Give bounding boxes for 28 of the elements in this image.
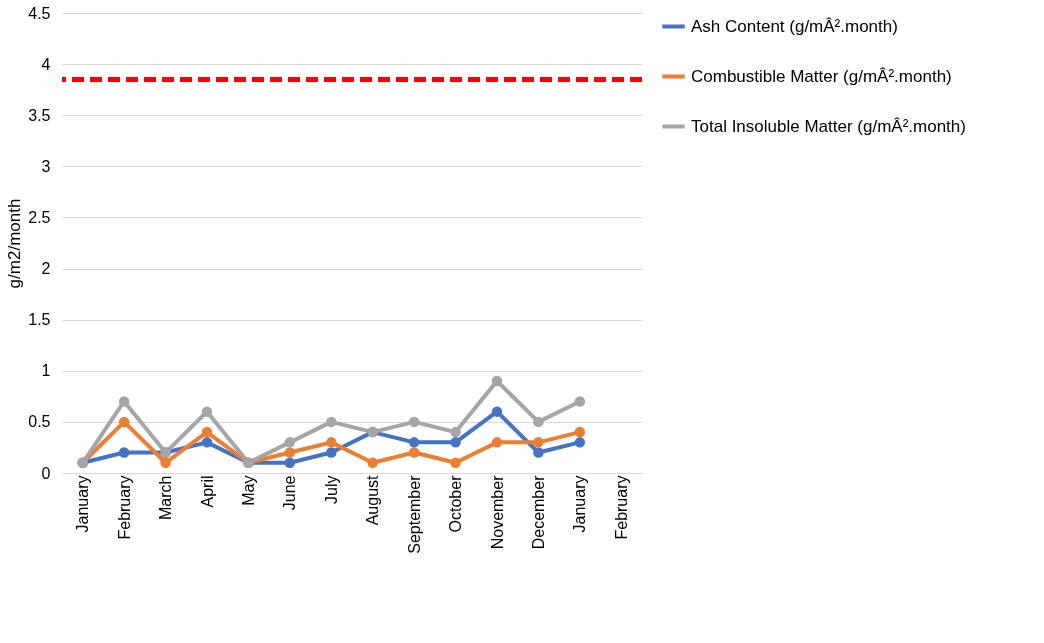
- x-tick-label: November: [488, 474, 506, 550]
- y-tick-label: 1: [41, 362, 51, 380]
- y-tick-label: 2.5: [28, 208, 51, 226]
- x-tick-label: February: [115, 475, 133, 540]
- x-tick-label: May: [239, 475, 257, 506]
- x-tick-label: June: [281, 475, 299, 511]
- x-tick-label: August: [364, 474, 382, 526]
- x-tick-label: April: [198, 475, 216, 508]
- y-tick-label: 3: [41, 157, 51, 175]
- x-tick-label: February: [612, 475, 630, 540]
- x-tick-label: September: [405, 474, 423, 554]
- x-tick-label: July: [322, 475, 340, 504]
- legend-label: Combustible Matter (g/mÂ².month): [691, 66, 952, 86]
- y-tick-label: 3.5: [28, 106, 51, 124]
- x-tick-label: October: [447, 474, 465, 533]
- y-tick-label: 0.5: [28, 413, 51, 431]
- x-tick-label: January: [74, 475, 92, 533]
- y-axis-title: g/m2/month: [5, 198, 25, 289]
- y-tick-label: 2: [41, 260, 51, 278]
- y-tick-label: 4.5: [28, 4, 51, 22]
- y-tick-label: 4: [41, 55, 51, 73]
- legend-label: Total Insoluble Matter (g/mÂ².month): [691, 116, 966, 136]
- legend-label: Ash Content (g/mÂ².month): [691, 16, 898, 36]
- x-tick-label: March: [157, 475, 175, 520]
- y-tick-label: 1.5: [28, 311, 51, 329]
- y-tick-label: 0: [41, 464, 51, 482]
- x-tick-label: January: [571, 475, 589, 533]
- x-tick-label: December: [529, 474, 547, 550]
